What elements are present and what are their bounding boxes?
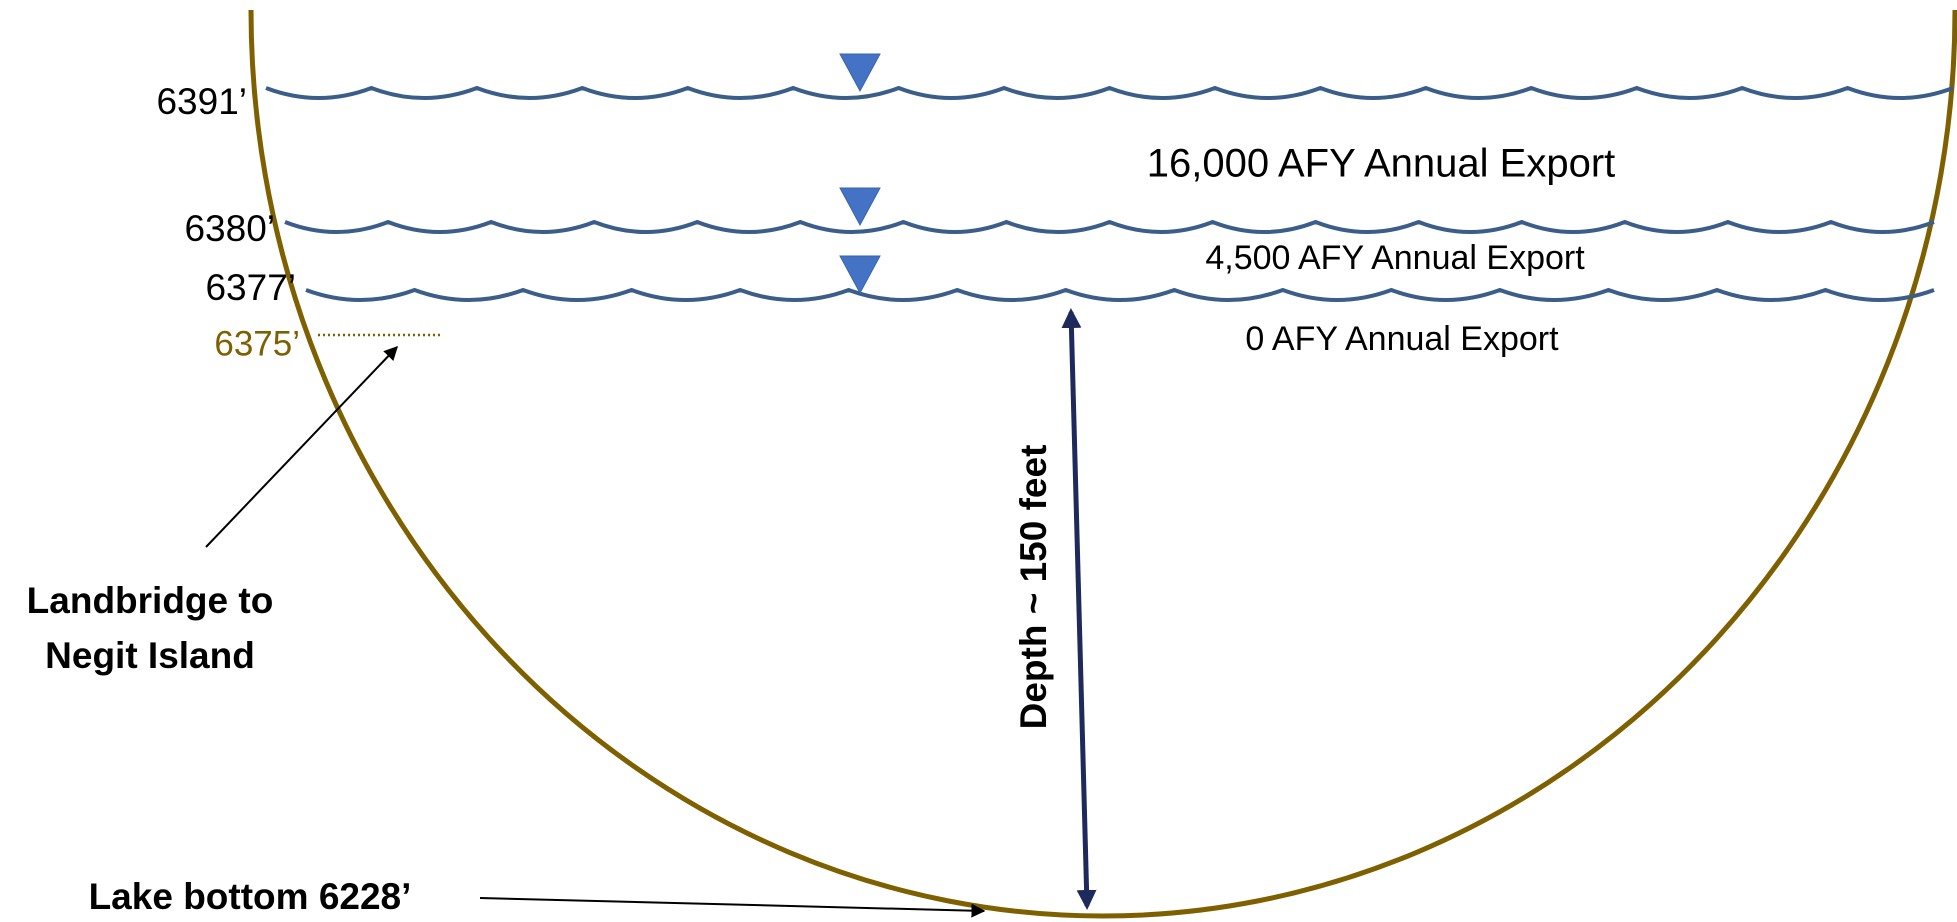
level-markers (840, 54, 880, 293)
water-surface (306, 290, 1934, 300)
level-marker (840, 256, 880, 293)
diagram: 6391’ 6380’ 6377’ 6375’ 16,000 AFY Annua… (0, 0, 1957, 922)
elevation-label: 6377’ (205, 267, 296, 308)
lake-basin (251, 10, 1955, 916)
export-label: 4,500 AFY Annual Export (1205, 239, 1585, 277)
level-marker (840, 188, 880, 225)
water-surface (285, 222, 1934, 232)
landbridge-label: Landbridge to (27, 580, 274, 621)
export-label: 16,000 AFY Annual Export (1147, 142, 1616, 186)
elevation-label: 6380’ (184, 208, 275, 249)
depth-label: Depth ~ 150 feet (1013, 445, 1054, 730)
landbridge-arrow (206, 347, 397, 547)
landbridge-elevation: 6375’ (214, 324, 300, 363)
bottom-label: Lake bottom 6228’ (89, 876, 412, 917)
depth-arrow (1071, 312, 1087, 906)
level-marker (840, 54, 880, 91)
elevation-label: 6391’ (156, 81, 247, 122)
export-label: 0 AFY Annual Export (1245, 320, 1559, 358)
bottom-arrow (480, 898, 984, 911)
water-surfaces (266, 88, 1953, 300)
water-surface (266, 88, 1953, 98)
landbridge-label: Negit Island (45, 635, 255, 676)
